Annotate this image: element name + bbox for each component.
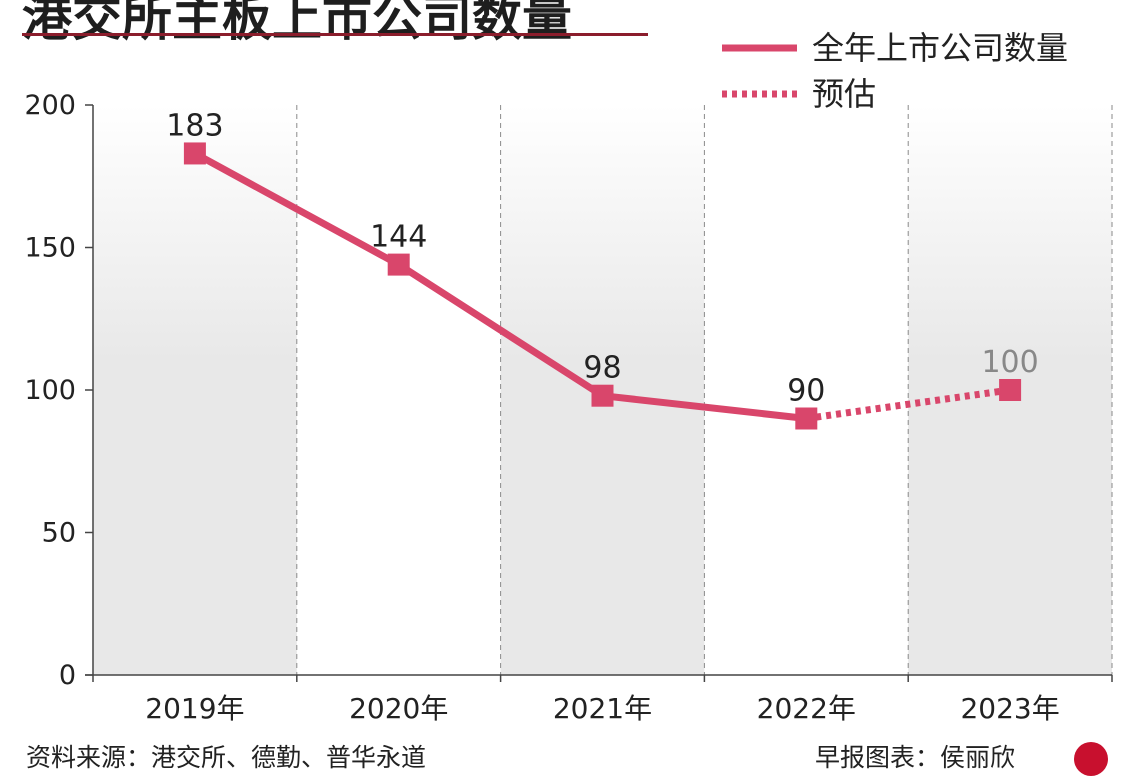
chart-title: 港交所主板上市公司数量 <box>22 0 572 47</box>
data-point-marker <box>591 384 614 407</box>
actual-line <box>193 150 807 422</box>
estimate-line <box>805 386 1011 422</box>
y-tick-label: 150 <box>24 233 76 264</box>
data-point-marker <box>795 407 818 430</box>
legend-label: 全年上市公司数量 <box>812 29 1068 67</box>
x-tick-label: 2020年 <box>349 692 448 725</box>
data-label: 183 <box>166 108 223 143</box>
data-label: 100 <box>981 345 1038 380</box>
data-point-marker <box>387 253 410 276</box>
data-point-marker <box>999 379 1022 401</box>
x-tick-label: 2022年 <box>757 692 856 725</box>
y-tick-label: 50 <box>42 518 76 549</box>
credit-note: 早报图表：侯丽欣 <box>815 743 1016 772</box>
series-lines <box>193 150 1011 422</box>
axes: 0 50 100 150 200 2019年 2020年 2021年 2022年 2023年 <box>24 90 1113 725</box>
y-tick-label: 0 <box>59 660 76 691</box>
data-label: 144 <box>370 220 427 255</box>
data-labels: 183 144 98 90 100 <box>166 108 1038 408</box>
legend-label: 预估 <box>812 75 876 113</box>
grid-lines <box>296 105 1113 675</box>
zaobao-logo-icon <box>1074 742 1108 776</box>
background-band <box>93 105 297 675</box>
source-note: 资料来源：港交所、德勤、普华永道 <box>26 743 427 772</box>
data-point-marker <box>183 142 206 165</box>
data-points <box>183 142 1022 430</box>
line-chart: 0 50 100 150 200 2019年 2020年 2021年 2022年 2023年 18… <box>24 29 1113 725</box>
data-label: 90 <box>787 374 825 409</box>
data-label: 98 <box>583 351 621 386</box>
x-tick-label: 2019年 <box>145 692 244 725</box>
title-underline <box>22 33 648 36</box>
x-tick-label: 2021年 <box>553 692 652 725</box>
y-tick-label: 200 <box>24 90 76 121</box>
background-bands <box>93 105 1112 675</box>
x-tick-label: 2023年 <box>960 692 1059 725</box>
y-tick-label: 100 <box>24 375 76 406</box>
